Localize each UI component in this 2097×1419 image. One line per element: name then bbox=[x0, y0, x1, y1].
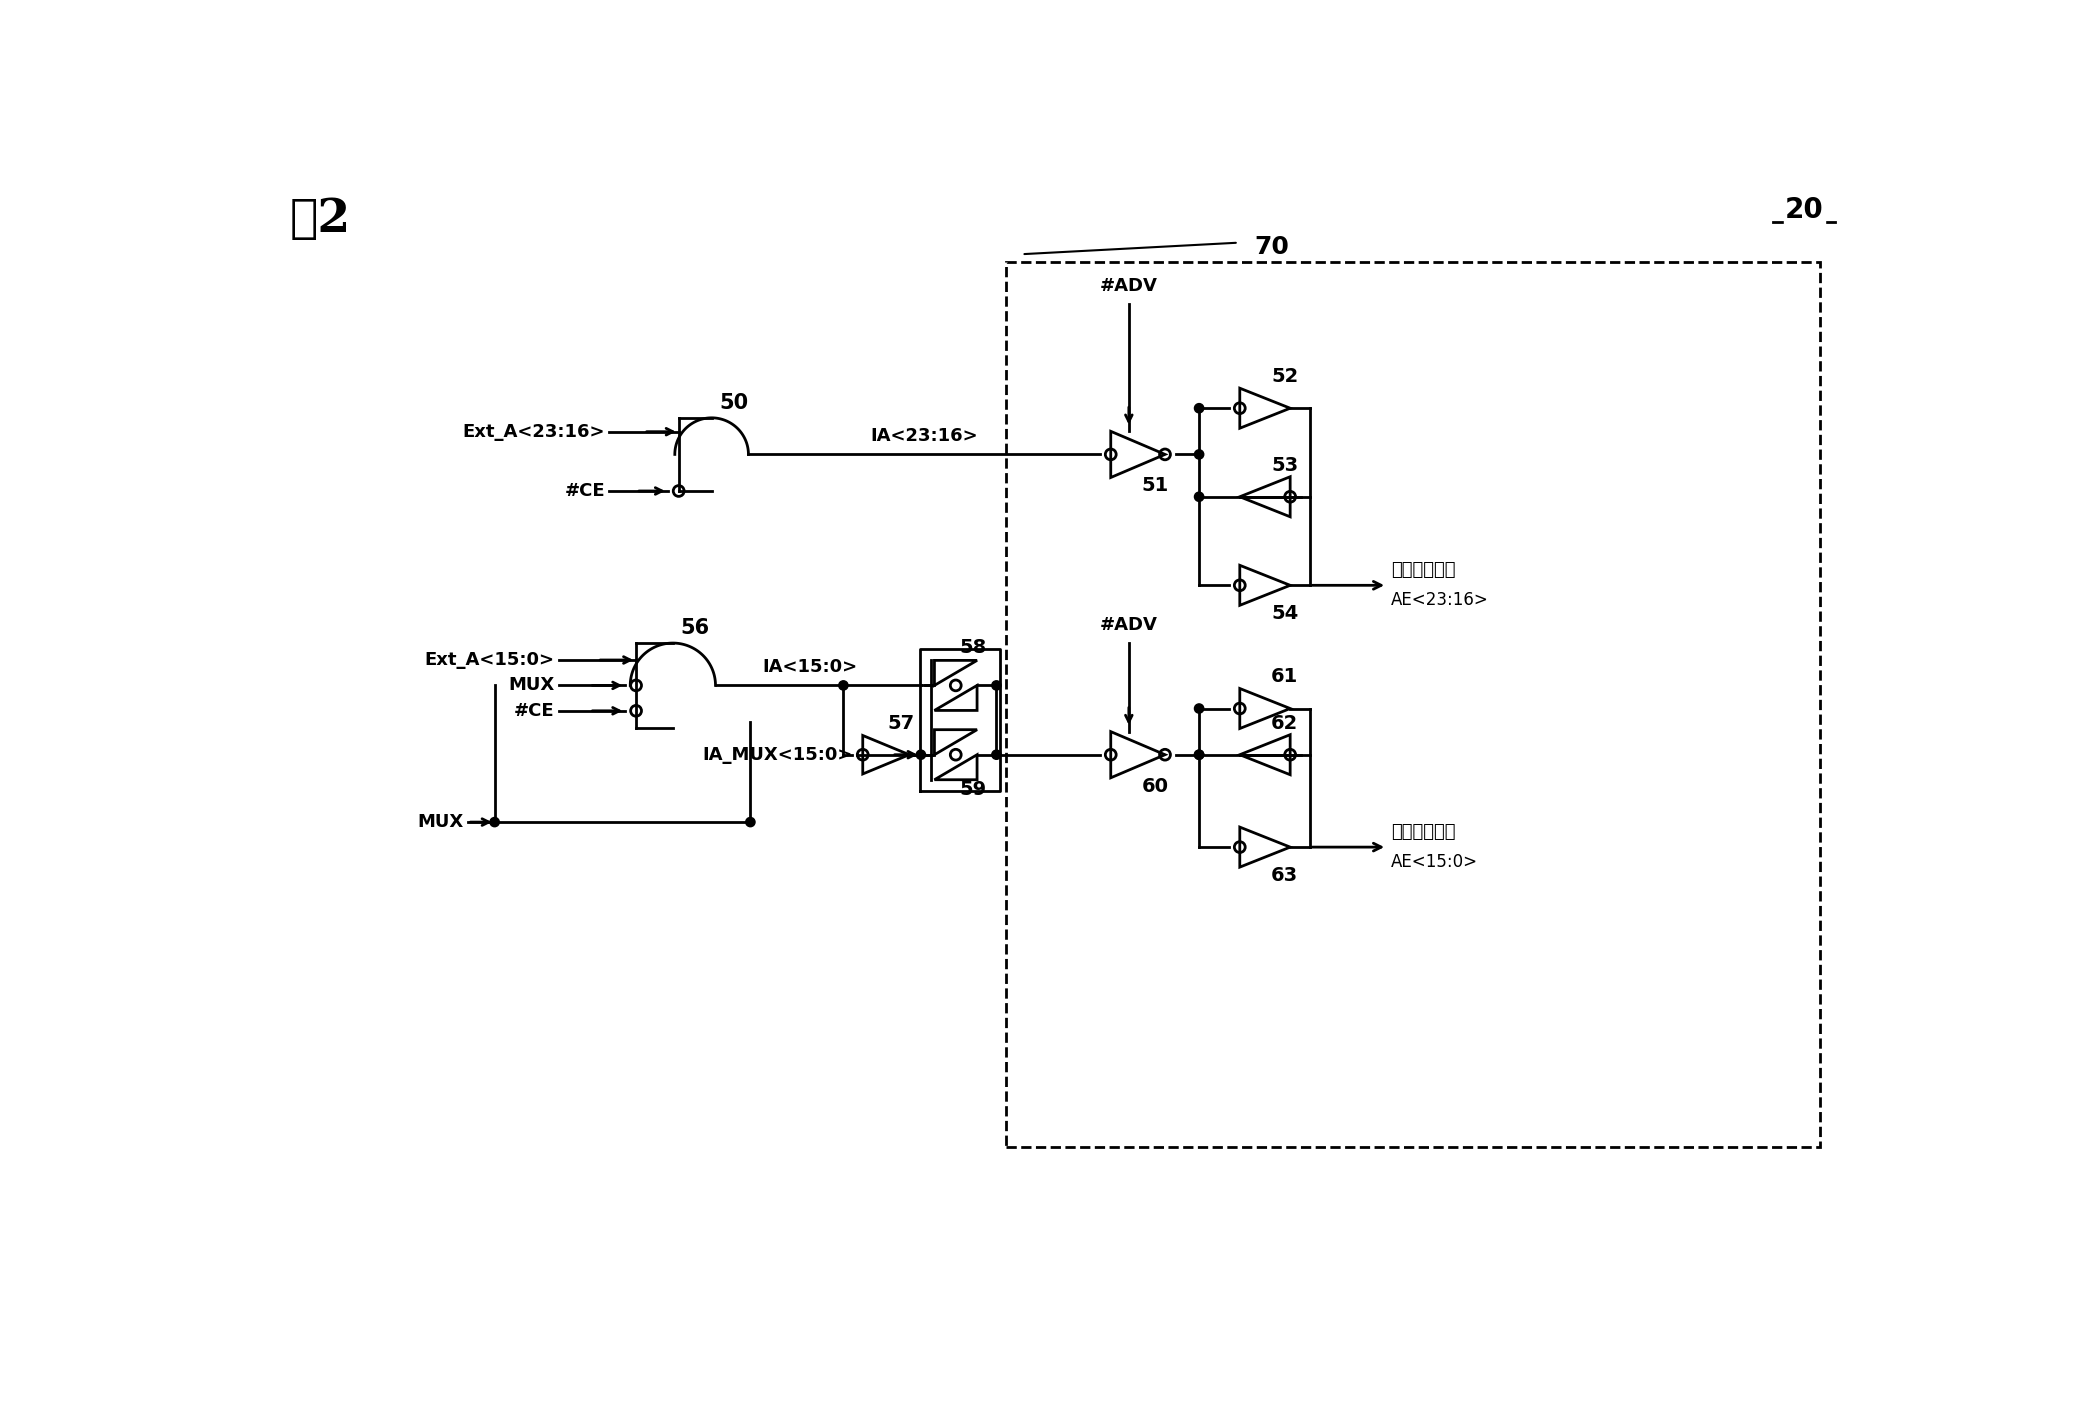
Text: IA<23:16>: IA<23:16> bbox=[870, 427, 977, 446]
Text: Ext_A<23:16>: Ext_A<23:16> bbox=[463, 423, 606, 441]
Text: Ext_A<15:0>: Ext_A<15:0> bbox=[426, 651, 556, 668]
Text: AE<23:16>: AE<23:16> bbox=[1390, 592, 1489, 610]
Circle shape bbox=[992, 751, 1000, 759]
Circle shape bbox=[1195, 450, 1204, 458]
Text: #CE: #CE bbox=[564, 482, 606, 499]
Text: 内部地址信号: 内部地址信号 bbox=[1390, 823, 1455, 841]
Text: 70: 70 bbox=[1254, 236, 1290, 258]
Text: 61: 61 bbox=[1271, 667, 1298, 687]
Circle shape bbox=[839, 681, 847, 690]
Circle shape bbox=[1195, 492, 1204, 501]
Text: 62: 62 bbox=[1271, 714, 1298, 732]
Text: 53: 53 bbox=[1271, 455, 1298, 474]
Text: 63: 63 bbox=[1271, 866, 1298, 885]
Text: 囲2: 囲2 bbox=[289, 196, 350, 243]
Text: 54: 54 bbox=[1271, 604, 1298, 623]
Circle shape bbox=[1195, 751, 1204, 759]
Text: #ADV: #ADV bbox=[1101, 277, 1158, 295]
Circle shape bbox=[1195, 403, 1204, 413]
Circle shape bbox=[1195, 751, 1204, 759]
Circle shape bbox=[491, 817, 499, 827]
Circle shape bbox=[992, 681, 1000, 690]
Text: 52: 52 bbox=[1271, 368, 1298, 386]
Text: 60: 60 bbox=[1141, 776, 1168, 796]
Text: MUX: MUX bbox=[417, 813, 463, 832]
Circle shape bbox=[747, 817, 755, 827]
Circle shape bbox=[1195, 704, 1204, 714]
Text: 50: 50 bbox=[719, 393, 749, 413]
Bar bbox=[1007, 263, 1820, 1148]
Circle shape bbox=[916, 751, 925, 759]
Text: 51: 51 bbox=[1141, 477, 1168, 495]
Text: IA<15:0>: IA<15:0> bbox=[763, 658, 858, 677]
Text: 58: 58 bbox=[960, 637, 988, 657]
Text: #CE: #CE bbox=[514, 702, 556, 719]
Text: 20: 20 bbox=[1785, 196, 1824, 224]
Text: IA_MUX<15:0>: IA_MUX<15:0> bbox=[702, 746, 853, 763]
Text: 57: 57 bbox=[887, 714, 914, 734]
Text: MUX: MUX bbox=[507, 677, 556, 694]
Text: AE<15:0>: AE<15:0> bbox=[1390, 853, 1478, 871]
Text: 内部地址信号: 内部地址信号 bbox=[1390, 561, 1455, 579]
Text: 56: 56 bbox=[682, 617, 709, 637]
Text: #ADV: #ADV bbox=[1101, 616, 1158, 634]
Text: 59: 59 bbox=[960, 780, 988, 799]
